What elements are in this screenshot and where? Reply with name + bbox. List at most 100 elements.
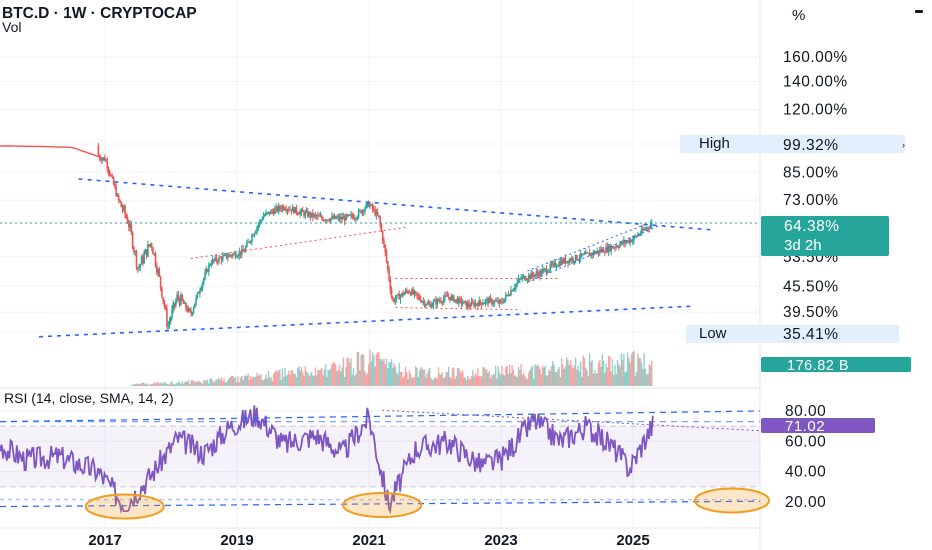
volume-bar [624,372,626,386]
candle-body [353,218,356,220]
candle-body [172,302,175,310]
volume-bar [583,358,586,386]
rsi-scale[interactable]: 80.00 60.00 40.00 20.00 [785,403,826,511]
time-axis[interactable]: 2017 2019 2021 2023 2025 [88,532,649,549]
volume-bar [178,382,181,386]
price-scale-label: 73.00% [783,192,839,209]
candle-body [161,287,163,298]
candle-body [150,243,153,248]
candle-body [469,306,472,308]
candle-body [628,240,630,243]
candle-body [389,279,392,290]
volume-bar [247,373,249,386]
candle-body [535,272,538,275]
candle-body [595,252,597,254]
candle-body [616,246,619,248]
volume-bar [606,367,609,386]
candle-body [171,309,173,318]
candle-body [624,240,626,243]
candle-body [134,251,137,253]
price-scale-label: 140.00% [783,73,848,90]
candle-body [532,275,535,277]
volume-bar [646,374,648,386]
volume-bar [613,374,615,386]
volume-bar [557,369,559,386]
volume-bar [585,367,587,386]
candle-body [147,244,149,257]
volume-bar [444,377,446,386]
volume-bar [536,364,539,386]
candle-body [280,208,282,210]
candle-body [549,264,552,270]
candle-body [356,216,359,219]
candle-body [111,175,114,178]
volume-bar [629,362,631,386]
candle-body [289,209,291,211]
candle-body [587,252,590,254]
volume-bar [191,380,194,386]
candle-body [233,253,236,255]
volume-bar [239,377,242,386]
candle-body [248,241,251,243]
candle-body [276,206,279,211]
candle-body [494,301,497,303]
volume-bar [255,376,257,386]
candle-body [258,221,261,225]
price-scale-label: 160.00% [783,49,848,66]
candle-body [329,218,332,222]
candle-body [400,293,403,296]
volume-bar [615,374,617,386]
volume-bar [450,378,452,386]
volume-bar [318,370,320,386]
candle-body [470,301,473,307]
volume-bar [649,365,652,386]
candle-body [385,252,388,262]
rsi-title[interactable]: RSI (14, close, SMA, 14, 2) [4,390,174,406]
volume-bar [582,355,584,386]
candle-body [210,263,213,265]
candle-body [534,274,536,277]
price-scale[interactable]: 160.00%140.00%120.00%85.00%73.00%53.50%4… [783,49,848,321]
candle-body [468,303,470,307]
volume-bar [484,369,487,386]
candle-body [445,295,447,297]
candle-body [503,298,506,303]
candle-body [506,294,508,296]
volume-bar [130,385,133,386]
scale-menu-icon[interactable] [915,10,923,13]
candle-body [149,243,152,247]
candle-body [230,255,233,257]
volume-bar [139,384,141,386]
candle-body [319,216,322,218]
candle-body [540,271,543,274]
candle-body [285,209,288,211]
volume-bar [365,374,367,386]
candle-body [557,265,559,267]
candle-body [554,262,557,267]
candle-body [442,298,445,303]
candle-body [619,244,621,248]
volume-bar [416,367,418,386]
candle-body [125,214,128,218]
symbol-title[interactable]: BTC.D · 1W · CRYPTOCAP [2,5,197,22]
volume-bar [176,383,178,386]
channel-line-red [190,226,409,259]
candle-body [446,295,449,297]
volume-bar [488,370,491,386]
candle-body [345,214,347,221]
candle-body [257,224,260,228]
candle-body [331,216,333,219]
volume-bar [426,373,428,386]
candle-body [393,299,395,302]
candle-body [565,260,568,263]
rsi-drawings[interactable] [0,409,770,520]
volume-bar [434,377,436,386]
drawing-tools[interactable] [0,178,760,338]
candle-body [586,252,588,254]
candle-body [398,294,401,300]
candle-body [381,231,384,242]
candle-body [483,302,486,304]
candle-body [341,216,343,220]
volume-bar [283,376,285,386]
scale-unit[interactable]: % [792,7,805,24]
